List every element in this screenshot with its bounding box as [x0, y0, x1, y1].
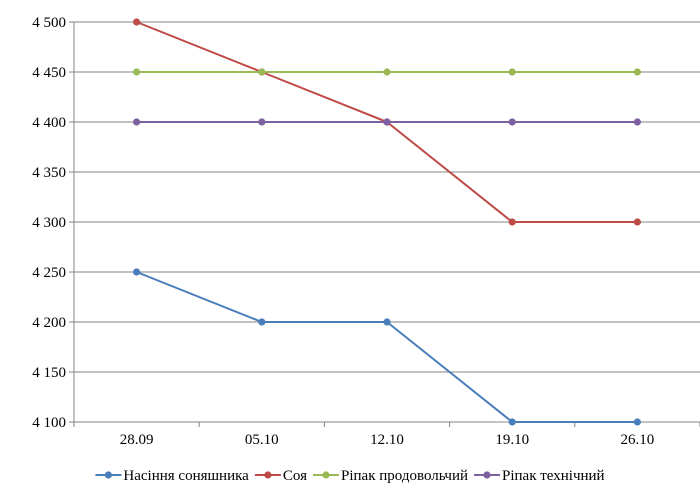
y-axis-tick-labels: 4 100 4 150 4 200 4 250 4 300 4 350 4 400 4 450… — [32, 15, 66, 431]
data-point — [258, 118, 266, 126]
legend-label: Ріпак продовольчий — [341, 468, 468, 484]
x-tick-label: 12.10 — [370, 432, 404, 448]
data-series — [133, 18, 642, 426]
legend-marker — [104, 471, 112, 479]
series-line — [136, 271, 638, 423]
legend-marker — [264, 471, 272, 479]
data-point — [133, 268, 141, 276]
legend-item: Ріпак продовольчий — [313, 468, 468, 484]
y-tick-label: 4 150 — [32, 365, 66, 381]
legend-label: Насіння соняшника — [123, 468, 249, 484]
data-point — [133, 118, 141, 126]
legend-item: Соя — [254, 468, 307, 484]
data-point — [633, 218, 642, 226]
data-point — [508, 118, 516, 126]
data-point — [383, 118, 391, 126]
x-axis-tick-labels: 28.09 05.10 12.10 19.10 26.10 — [120, 432, 655, 448]
x-tick-label: 26.10 — [621, 432, 655, 448]
data-point — [258, 68, 266, 76]
legend-marker — [483, 471, 491, 479]
axes — [73, 22, 700, 427]
y-tick-label: 4 200 — [32, 315, 66, 331]
data-point — [508, 418, 516, 426]
data-point — [508, 68, 516, 76]
legend-marker — [322, 471, 330, 479]
data-point — [133, 18, 141, 26]
legend-item: Насіння соняшника — [95, 468, 249, 484]
data-point — [633, 118, 642, 126]
data-point — [508, 218, 516, 226]
x-tick-label: 05.10 — [245, 432, 279, 448]
y-tick-label: 4 350 — [32, 165, 66, 181]
y-tick-label: 4 250 — [32, 265, 66, 281]
data-point — [383, 68, 391, 76]
legend-item: Ріпак технічний — [474, 468, 605, 484]
series-1 — [133, 268, 642, 426]
legend: Насіння соняшника Соя Ріпак продовольчий Рі… — [95, 468, 605, 484]
data-point — [133, 68, 141, 76]
series-3 — [133, 68, 642, 76]
data-point — [383, 318, 391, 326]
y-tick-label: 4 300 — [32, 215, 66, 231]
data-point — [633, 418, 642, 426]
data-point — [633, 68, 642, 76]
legend-label: Соя — [283, 468, 307, 484]
x-tick-label: 19.10 — [495, 432, 529, 448]
y-tick-label: 4 100 — [32, 415, 66, 431]
y-tick-label: 4 400 — [32, 115, 66, 131]
y-tick-label: 4 450 — [32, 65, 66, 81]
legend-label: Ріпак технічний — [502, 468, 605, 484]
series-4 — [133, 118, 642, 126]
x-tick-label: 28.09 — [120, 432, 154, 448]
y-tick-label: 4 500 — [32, 15, 66, 31]
data-point — [258, 318, 266, 326]
